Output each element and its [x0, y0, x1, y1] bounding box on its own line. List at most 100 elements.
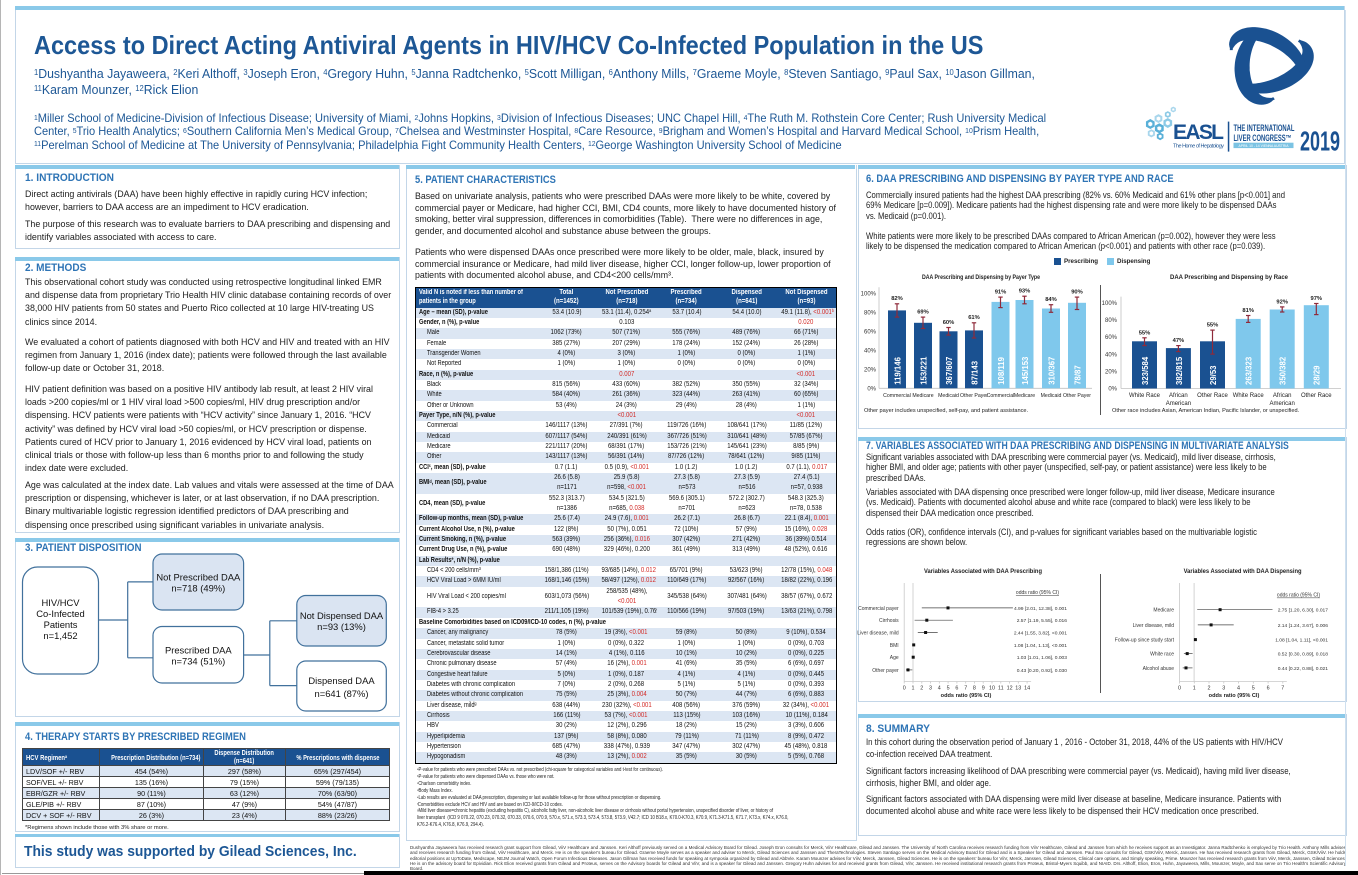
svg-text:81%: 81%: [1242, 308, 1254, 314]
svg-text:Alcohol abuse: Alcohol abuse: [1143, 666, 1175, 672]
svg-text:11: 11: [998, 686, 1004, 692]
svg-text:White race: White race: [1150, 652, 1174, 658]
svg-text:1.03 [1.01, 1.06], 0.003: 1.03 [1.01, 1.06], 0.003: [1017, 655, 1068, 661]
svg-text:2: 2: [1208, 686, 1211, 692]
svg-text:93%: 93%: [1019, 289, 1031, 295]
svg-text:69%: 69%: [917, 310, 929, 316]
svg-text:92%: 92%: [1276, 299, 1288, 305]
svg-text:American: American: [1166, 401, 1191, 407]
svg-text:4.99 [2.01, 12.38], 0.001: 4.99 [2.01, 12.38], 0.001: [1014, 606, 1067, 612]
svg-text:Patients: Patients: [44, 619, 78, 630]
svg-text:5: 5: [947, 686, 950, 692]
svg-text:13: 13: [1015, 686, 1021, 692]
svg-text:0: 0: [1178, 686, 1181, 692]
svg-text:153/221: 153/221: [919, 356, 928, 385]
svg-text:Other Race: Other Race: [1197, 393, 1228, 399]
svg-text:0%: 0%: [867, 387, 876, 393]
svg-text:0: 0: [903, 686, 906, 692]
svg-text:0%: 0%: [1108, 387, 1117, 393]
svg-text:60%: 60%: [1105, 335, 1118, 341]
svg-text:28/29: 28/29: [1313, 365, 1322, 385]
svg-text:5: 5: [1252, 686, 1255, 692]
svg-text:Prescribed DAA: Prescribed DAA: [165, 645, 232, 656]
svg-text:THE INTERNATIONAL: THE INTERNATIONAL: [1234, 123, 1295, 133]
svg-text:145/153: 145/153: [1021, 356, 1030, 385]
svg-text:2019: 2019: [1300, 126, 1340, 157]
svg-text:61%: 61%: [968, 315, 980, 321]
svg-text:108/119: 108/119: [997, 356, 1006, 384]
svg-text:Dispensed DAA: Dispensed DAA: [308, 675, 375, 686]
svg-text:350/382: 350/382: [1279, 356, 1288, 385]
svg-text:6: 6: [1267, 686, 1270, 692]
svg-text:97%: 97%: [1310, 296, 1322, 302]
svg-text:82%: 82%: [891, 296, 903, 302]
svg-text:323/584: 323/584: [1141, 356, 1150, 385]
svg-text:Other payer: Other payer: [872, 668, 899, 674]
svg-text:10: 10: [989, 686, 995, 692]
svg-text:APRIL 10 - 14 VIENNA AUSTRIA: APRIL 10 - 14 VIENNA AUSTRIA: [1239, 144, 1290, 148]
svg-text:Other race includes Asian, Ame: Other race includes Asian, American Indi…: [1112, 408, 1300, 414]
svg-text:odds ratio (95% CI): odds ratio (95% CI): [941, 693, 992, 699]
svg-text:6: 6: [955, 686, 958, 692]
svg-text:Medicare: Medicare: [1153, 608, 1174, 614]
svg-text:Medicaid: Medicaid: [938, 393, 959, 399]
svg-text:odds ratio (95% CI): odds ratio (95% CI): [1209, 693, 1260, 699]
svg-text:2.14 [1.24, 3.67], 0.006: 2.14 [1.24, 3.67], 0.006: [1278, 623, 1329, 629]
svg-text:100%: 100%: [1102, 301, 1118, 307]
svg-text:4: 4: [938, 686, 941, 692]
svg-text:Co-Infected: Co-Infected: [36, 608, 84, 619]
svg-text:367/607: 367/607: [945, 357, 954, 385]
svg-text:Age: Age: [890, 655, 899, 661]
svg-text:2.75 [1.20, 6.30], 0.017: 2.75 [1.20, 6.30], 0.017: [1278, 608, 1329, 614]
svg-text:Not Prescribed DAA: Not Prescribed DAA: [156, 572, 241, 583]
svg-text:14: 14: [1024, 686, 1030, 692]
svg-text:20%: 20%: [864, 368, 877, 374]
svg-text:DAA Prescribing and Dispensing: DAA Prescribing and Dispensing by Payer …: [922, 274, 1040, 281]
svg-text:Liver disease, mild: Liver disease, mild: [1133, 623, 1175, 629]
svg-text:n=1,452: n=1,452: [43, 630, 77, 641]
svg-text:1.08 [1.04, 1.11], <0.001: 1.08 [1.04, 1.11], <0.001: [1275, 638, 1328, 644]
svg-text:382/815: 382/815: [1175, 356, 1184, 385]
svg-text:3: 3: [1222, 686, 1225, 692]
svg-text:40%: 40%: [1105, 352, 1118, 358]
svg-text:Not Dispensed DAA: Not Dispensed DAA: [300, 610, 384, 621]
svg-text:Cirrhosis: Cirrhosis: [879, 618, 899, 624]
svg-text:Follow-up since study start: Follow-up since study start: [1115, 638, 1175, 644]
svg-text:90%: 90%: [1071, 290, 1083, 296]
svg-text:Other payer includes unspecifi: Other payer includes unspecified, self-p…: [864, 408, 1029, 414]
svg-text:119/146: 119/146: [893, 356, 902, 384]
svg-text:263/323: 263/323: [1245, 356, 1254, 385]
svg-text:0.44 [0.22, 0.88], 0.021: 0.44 [0.22, 0.88], 0.021: [1278, 666, 1329, 672]
svg-text:The Home of Hepatology: The Home of Hepatology: [1173, 144, 1224, 150]
svg-text:8: 8: [973, 686, 976, 692]
svg-text:Variables Associated with DAA: Variables Associated with DAA Dispensing: [1184, 568, 1302, 575]
svg-text:7: 7: [964, 686, 967, 692]
svg-text:DAA Prescribing and Dispensing: DAA Prescribing and Dispensing by Race: [1170, 274, 1288, 281]
svg-text:Commercial: Commercial: [883, 393, 911, 399]
svg-text:80%: 80%: [864, 311, 877, 317]
svg-text:3: 3: [929, 686, 932, 692]
svg-text:55%: 55%: [1139, 330, 1151, 336]
svg-text:White Race: White Race: [1129, 393, 1161, 399]
svg-text:Commercial: Commercial: [987, 393, 1015, 399]
svg-text:0.43 [0.20, 0.92], 0.030: 0.43 [0.20, 0.92], 0.030: [1017, 668, 1068, 674]
svg-text:Commercial payer: Commercial payer: [858, 606, 899, 612]
svg-text:Medicare: Medicare: [1014, 393, 1035, 399]
svg-text:HIV/HCV: HIV/HCV: [41, 597, 80, 608]
svg-text:BMI: BMI: [890, 643, 899, 649]
svg-text:African: African: [1273, 393, 1292, 399]
svg-text:African: African: [1169, 393, 1188, 399]
svg-text:84%: 84%: [1045, 297, 1057, 303]
svg-text:n=734 (51%): n=734 (51%): [171, 656, 225, 667]
svg-text:1: 1: [1193, 686, 1196, 692]
svg-text:Other Payer: Other Payer: [1063, 393, 1091, 399]
svg-text:55%: 55%: [1207, 323, 1219, 329]
svg-text:100%: 100%: [861, 292, 877, 298]
svg-text:n=718 (49%): n=718 (49%): [171, 583, 225, 594]
svg-text:1.08 [1.04, 1.13], <0.001: 1.08 [1.04, 1.13], <0.001: [1014, 643, 1067, 649]
svg-text:EASL: EASL: [1173, 121, 1224, 144]
svg-text:odds ratio (95% CI): odds ratio (95% CI): [1277, 593, 1320, 599]
svg-text:Variables Associated with DAA: Variables Associated with DAA Prescribin…: [924, 568, 1042, 575]
svg-text:2.44 [1.55, 3.82], <0.001: 2.44 [1.55, 3.82], <0.001: [1014, 631, 1067, 637]
svg-text:Other Payer: Other Payer: [960, 393, 988, 399]
